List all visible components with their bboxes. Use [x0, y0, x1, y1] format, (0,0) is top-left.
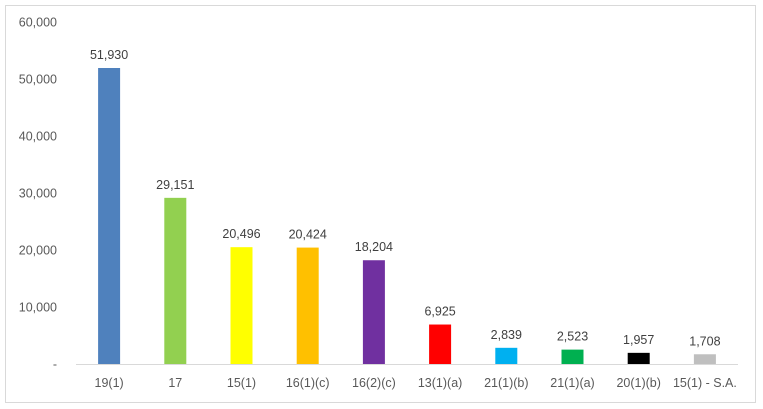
- category-label: 17: [168, 376, 182, 390]
- data-label: 51,930: [90, 48, 128, 62]
- bar: [495, 347, 518, 364]
- bar: [362, 260, 385, 364]
- data-label: 2,523: [557, 330, 588, 344]
- bar: [296, 247, 319, 364]
- data-label: 18,204: [355, 240, 393, 254]
- x-axis: 19(1) 17 15(1) 16(1)(c) 16(2)(c) 13(1)(a) 21(1…: [95, 376, 737, 390]
- bar: [429, 324, 452, 364]
- y-tick-label: 40,000: [19, 130, 57, 144]
- y-tick-label: 30,000: [19, 187, 57, 201]
- data-labels: 51,930 29,151 20,496 20,424 18,204 6,925 2,839…: [90, 48, 721, 348]
- category-label: 19(1): [95, 376, 124, 390]
- y-tick-label: 60,000: [19, 16, 57, 30]
- data-label: 6,925: [424, 305, 455, 319]
- category-label: 21(1)(b): [484, 376, 528, 390]
- data-label: 20,496: [222, 227, 260, 241]
- bar: [230, 247, 253, 364]
- y-tick-label: 10,000: [19, 301, 57, 315]
- data-label: 1,708: [689, 334, 720, 348]
- bar: [693, 354, 716, 364]
- bar: [627, 352, 650, 364]
- category-label: 15(1) - S.A.: [673, 376, 737, 390]
- category-label: 21(1)(a): [550, 376, 594, 390]
- category-label: 13(1)(a): [418, 376, 462, 390]
- category-label: 16(1)(c): [286, 376, 330, 390]
- bar: [561, 349, 584, 364]
- y-tick-label: -: [53, 358, 57, 372]
- bar: [98, 67, 121, 365]
- y-tick-label: 50,000: [19, 73, 57, 87]
- category-label: 20(1)(b): [616, 376, 660, 390]
- data-label: 2,839: [491, 328, 522, 342]
- y-axis: - 10,000 20,000 30,000 40,000 50,000 60,000: [19, 16, 57, 372]
- bars: [98, 67, 716, 365]
- category-label: 15(1): [227, 376, 256, 390]
- data-label: 1,957: [623, 333, 654, 347]
- y-tick-label: 20,000: [19, 244, 57, 258]
- data-label: 29,151: [156, 178, 194, 192]
- category-label: 16(2)(c): [352, 376, 396, 390]
- bar: [164, 197, 187, 364]
- data-label: 20,424: [289, 228, 327, 242]
